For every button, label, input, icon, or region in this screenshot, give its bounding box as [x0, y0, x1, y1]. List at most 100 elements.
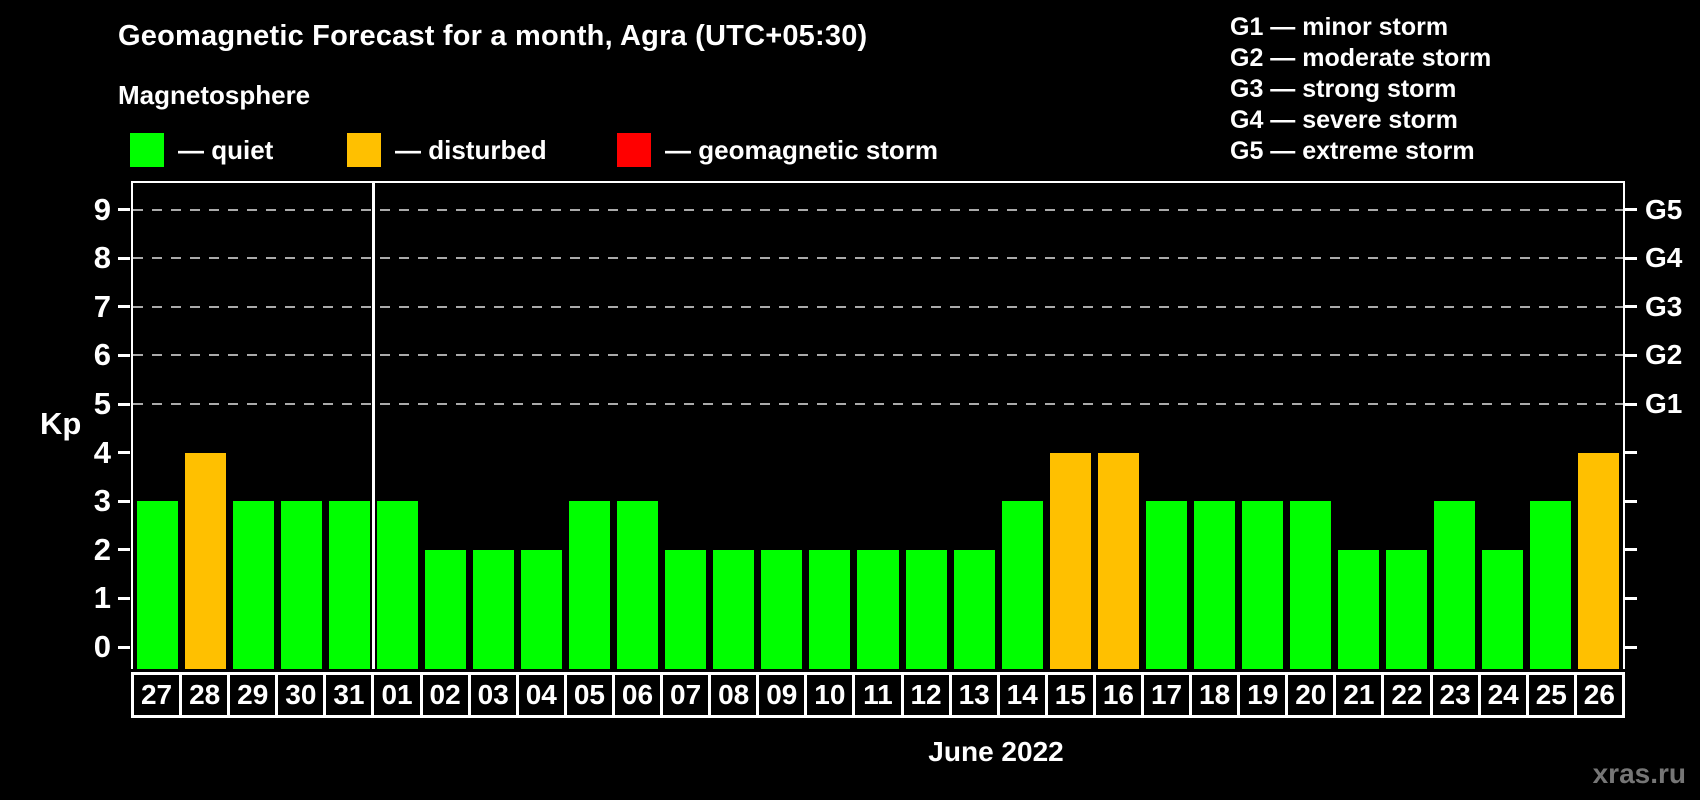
day-label-10: 10: [807, 675, 856, 715]
kp-bar-day-11: [857, 549, 899, 669]
y-axis-tick-left-7: [118, 305, 130, 309]
chart-title: Geomagnetic Forecast for a month, Agra (…: [118, 20, 868, 52]
month-separator-line: [371, 183, 375, 669]
g-scale-label-g5: G5: [1645, 193, 1683, 225]
day-label-31: 31: [326, 675, 375, 715]
kp-bar-day-22: [1386, 549, 1428, 669]
kp-bar-day-13: [953, 549, 995, 669]
kp-bar-day-28: [184, 452, 226, 669]
storm-scale-legend: G1 — minor storm G2 — moderate storm G3 — …: [1230, 12, 1491, 167]
storm-scale-row-g1: G1 — minor storm: [1230, 13, 1449, 41]
day-label-01: 01: [374, 675, 423, 715]
gridline-kp5: [133, 403, 1623, 405]
y-axis-tick-right-8: [1625, 256, 1637, 260]
kp-bar-day-25: [1530, 501, 1572, 669]
kp-bar-day-10: [809, 549, 851, 669]
y-tick-label-8: 8: [93, 240, 111, 276]
legend-label-disturbed: — disturbed: [395, 134, 547, 165]
day-label-19: 19: [1240, 675, 1289, 715]
quiet-color-swatch: [130, 133, 164, 167]
legend-label-storm: — geomagnetic storm: [665, 134, 939, 165]
day-label-16: 16: [1095, 675, 1144, 715]
kp-bar-day-21: [1338, 549, 1380, 669]
legend-item-disturbed: — disturbed: [347, 133, 547, 167]
y-axis-tick-right-1: [1625, 596, 1637, 600]
y-axis-tick-left-6: [118, 353, 130, 357]
day-label-21: 21: [1336, 675, 1385, 715]
y-tick-label-3: 3: [93, 483, 111, 519]
day-label-15: 15: [1047, 675, 1096, 715]
gridline-kp7: [133, 305, 1623, 308]
kp-bar-day-04: [521, 549, 563, 669]
y-tick-label-0: 0: [93, 629, 111, 664]
day-label-30: 30: [278, 675, 327, 715]
day-label-11: 11: [855, 675, 904, 715]
gridline-kp9: [133, 208, 1623, 211]
kp-bar-day-23: [1434, 501, 1476, 669]
gridline-kp6: [133, 354, 1623, 357]
y-axis-tick-left-1: [118, 596, 130, 600]
y-tick-label-5: 5: [93, 386, 111, 421]
kp-bar-day-05: [569, 501, 611, 669]
day-label-20: 20: [1288, 675, 1337, 715]
y-axis-tick-left-9: [118, 208, 130, 212]
kp-bar-day-26: [1578, 452, 1620, 669]
kp-bar-day-24: [1482, 549, 1524, 669]
y-tick-label-2: 2: [93, 531, 111, 567]
g-scale-label-g4: G4: [1645, 242, 1683, 274]
magnetosphere-label: Magnetosphere: [118, 80, 311, 110]
y-axis-tick-left-4: [118, 451, 130, 455]
y-axis-tick-left-0: [118, 645, 130, 649]
x-axis-day-labels: 27 28 29 30 31 01 02 03 04 05 06 07 08 09 10 11 12 13 14 15…: [131, 672, 1625, 718]
storm-scale-row-g5: G5 — extreme storm: [1230, 137, 1475, 165]
day-label-22: 22: [1384, 675, 1433, 715]
kp-bar-day-14: [1001, 501, 1043, 669]
x-axis-title: June 2022: [928, 736, 1064, 767]
day-label-12: 12: [903, 675, 952, 715]
y-axis-tick-right-9: [1625, 208, 1637, 212]
kp-status-legend: — quiet — disturbed — geomagnetic storm: [0, 133, 1100, 169]
legend-label-quiet: — quiet: [178, 134, 274, 165]
storm-scale-row-g4: G4 — severe storm: [1230, 106, 1458, 134]
kp-bar-day-02: [424, 549, 466, 669]
gridline-kp8: [133, 257, 1623, 260]
kp-bar-day-29: [232, 501, 274, 669]
day-label-08: 08: [711, 675, 760, 715]
day-label-02: 02: [422, 675, 471, 715]
kp-bar-day-18: [1193, 501, 1235, 669]
day-label-29: 29: [230, 675, 279, 715]
day-label-24: 24: [1480, 675, 1529, 715]
day-label-06: 06: [614, 675, 664, 715]
storm-scale-row-g2: G2 — moderate storm: [1230, 44, 1492, 72]
kp-bar-day-19: [1241, 501, 1284, 669]
kp-bar-day-06: [617, 501, 659, 669]
g-scale-label-g3: G3: [1645, 290, 1683, 322]
day-label-07: 07: [663, 675, 712, 715]
kp-bar-day-07: [665, 549, 707, 669]
y-axis-title: Kp: [40, 406, 82, 441]
y-axis-tick-right-4: [1625, 451, 1637, 455]
kp-bar-day-08: [713, 549, 755, 669]
kp-bar-day-17: [1145, 501, 1187, 669]
day-label-17: 17: [1143, 675, 1193, 715]
day-label-25: 25: [1528, 675, 1577, 715]
day-label-23: 23: [1432, 675, 1481, 715]
y-tick-label-6: 6: [93, 337, 111, 373]
y-axis-tick-left-8: [118, 256, 130, 260]
kp-bar-day-09: [761, 549, 803, 669]
kp-bar-day-31: [328, 501, 370, 669]
kp-bar-day-30: [280, 501, 322, 669]
y-axis-tick-left-2: [118, 548, 130, 552]
day-label-09: 09: [759, 675, 808, 715]
kp-bar-day-12: [905, 549, 947, 669]
kp-bar-day-20: [1290, 501, 1332, 669]
day-label-14: 14: [999, 675, 1048, 715]
disturbed-color-swatch: [347, 133, 381, 167]
y-tick-label-9: 9: [93, 191, 111, 227]
day-label-27: 27: [134, 675, 183, 715]
y-axis-tick-left-3: [118, 499, 130, 503]
day-label-03: 03: [470, 675, 519, 715]
storm-color-swatch: [617, 133, 651, 167]
day-label-04: 04: [518, 675, 567, 715]
